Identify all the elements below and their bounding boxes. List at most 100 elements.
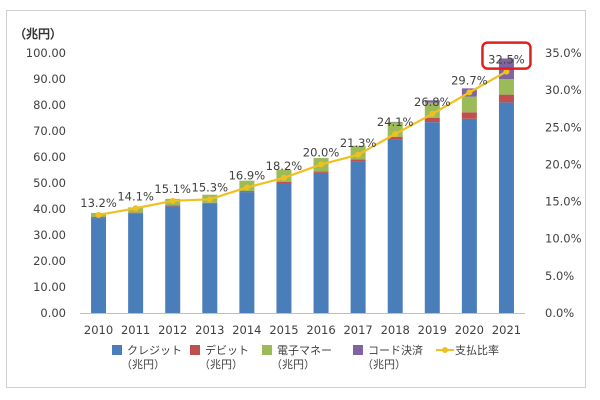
- y-right-tick-label: 5.0%: [545, 269, 574, 283]
- y-left-tick-label: 10.00: [33, 280, 66, 294]
- ratio-data-label: 29.7%: [451, 73, 488, 87]
- x-tick-label: 2018: [381, 323, 410, 337]
- bar-segment: [165, 206, 181, 313]
- ratio-line: [98, 70, 507, 217]
- bar-segment: [387, 121, 403, 123]
- highlight-box: [481, 41, 532, 70]
- bar-segment: [424, 102, 440, 118]
- bar-segment: [128, 212, 144, 214]
- y-left-tick-label: 100.00: [26, 46, 66, 60]
- ratio-data-label: 20.0%: [303, 145, 340, 159]
- bar-segment: [387, 139, 403, 313]
- ratio-data-label: 13.2%: [80, 196, 117, 210]
- bar-segment: [461, 96, 477, 113]
- ratio-data-label: 15.3%: [192, 180, 229, 194]
- bar-segment: [498, 102, 514, 314]
- ratio-point: [243, 184, 250, 191]
- legend-label-line: 支払比率: [455, 343, 499, 357]
- left-axis-unit-label: （兆円）: [14, 26, 62, 41]
- y-left-tick-label: 40.00: [33, 202, 66, 216]
- legend-label-line: 電子マネー: [277, 344, 332, 357]
- legend-label-line: （兆円）: [199, 358, 243, 371]
- x-tick-label: 2016: [306, 323, 335, 337]
- legend-label: クレジット（兆円）: [121, 344, 182, 371]
- y-left-tick-label: 30.00: [33, 228, 66, 242]
- ratio-data-label: 16.9%: [229, 168, 266, 182]
- x-tick-label: 2014: [232, 323, 261, 337]
- y-left-tick-label: 0.00: [40, 306, 66, 320]
- y-right-tick-label: 10.0%: [545, 232, 582, 246]
- legend-label: 電子マネー（兆円）: [271, 344, 332, 371]
- legend-marker: [442, 347, 448, 353]
- ratio-point: [169, 197, 176, 204]
- ratio-data-label: 18.2%: [266, 159, 303, 173]
- x-tick-label: 2020: [455, 323, 484, 337]
- y-left-tick-label: 20.00: [33, 254, 66, 268]
- ratio-data-label: 15.1%: [154, 182, 191, 196]
- x-tick-label: 2019: [418, 323, 447, 337]
- x-tick-label: 2012: [158, 323, 187, 337]
- ratio-data-label: 21.3%: [340, 136, 377, 150]
- x-tick-label: 2011: [121, 323, 150, 337]
- bar-segment: [461, 118, 477, 313]
- ratio-point: [280, 174, 287, 181]
- legend-label-line: （兆円）: [362, 358, 406, 371]
- x-tick-label: 2017: [343, 323, 372, 337]
- x-tick-label: 2010: [84, 323, 113, 337]
- legend-label-line: クレジット: [127, 344, 182, 357]
- legend-label: デビット（兆円）: [199, 343, 249, 371]
- bar-segment: [276, 183, 292, 313]
- ratio-point: [503, 68, 510, 75]
- legend-swatch: [112, 345, 122, 355]
- bar-segment: [424, 122, 440, 313]
- legend-label-line: （兆円）: [271, 358, 315, 371]
- legend-swatch: [190, 345, 200, 355]
- ratio-point: [466, 89, 473, 96]
- y-left-tick-label: 70.00: [33, 124, 66, 138]
- bar-segment: [276, 181, 292, 183]
- bar-segment: [350, 159, 366, 162]
- bar-segment: [313, 171, 329, 173]
- bar-segment: [461, 112, 477, 119]
- legend-label: コード決済（兆円）: [362, 343, 423, 371]
- bar-segment: [91, 218, 107, 313]
- ratio-point: [318, 161, 325, 168]
- bar-segment: [165, 205, 181, 207]
- y-right-tick-label: 30.0%: [545, 83, 582, 97]
- x-tick-label: 2013: [195, 323, 224, 337]
- ratio-data-label: 32.5%: [488, 53, 525, 67]
- y-right-tick-label: 35.0%: [545, 46, 582, 60]
- bar-segment: [424, 100, 440, 103]
- y-right-tick-label: 15.0%: [545, 195, 582, 209]
- y-left-tick-label: 60.00: [33, 150, 66, 164]
- ratio-data-label: 14.1%: [117, 189, 154, 203]
- y-right-tick-label: 20.0%: [545, 157, 582, 171]
- legend-swatch: [353, 345, 363, 355]
- legend-label-line: （兆円）: [121, 358, 165, 371]
- legend-swatch: [262, 345, 272, 355]
- y-left-tick-label: 80.00: [33, 98, 66, 112]
- x-tick-label: 2021: [492, 323, 521, 337]
- y-right-tick-label: 25.0%: [545, 120, 582, 134]
- y-left-tick-label: 90.00: [33, 72, 66, 86]
- ratio-point: [392, 130, 399, 137]
- bar-segment: [202, 202, 218, 204]
- ratio-point: [429, 110, 436, 117]
- bar-segment: [387, 136, 403, 140]
- bar-segment: [350, 161, 366, 313]
- ratio-data-label: 24.1%: [377, 115, 414, 129]
- bar-segment: [498, 79, 514, 95]
- ratio-point: [206, 196, 213, 203]
- legend-label: 支払比率: [455, 343, 499, 357]
- bar-segment: [239, 191, 255, 193]
- x-tick-label: 2015: [269, 323, 298, 337]
- bar-segment: [128, 213, 144, 313]
- bar-segment: [239, 192, 255, 313]
- bar-segment: [313, 172, 329, 313]
- legend-label-line: コード決済: [368, 343, 423, 357]
- bar-segment: [202, 203, 218, 313]
- y-right-tick-label: 0.0%: [545, 306, 574, 320]
- bar-segment: [424, 117, 440, 123]
- legend-label-line: デビット: [205, 343, 249, 357]
